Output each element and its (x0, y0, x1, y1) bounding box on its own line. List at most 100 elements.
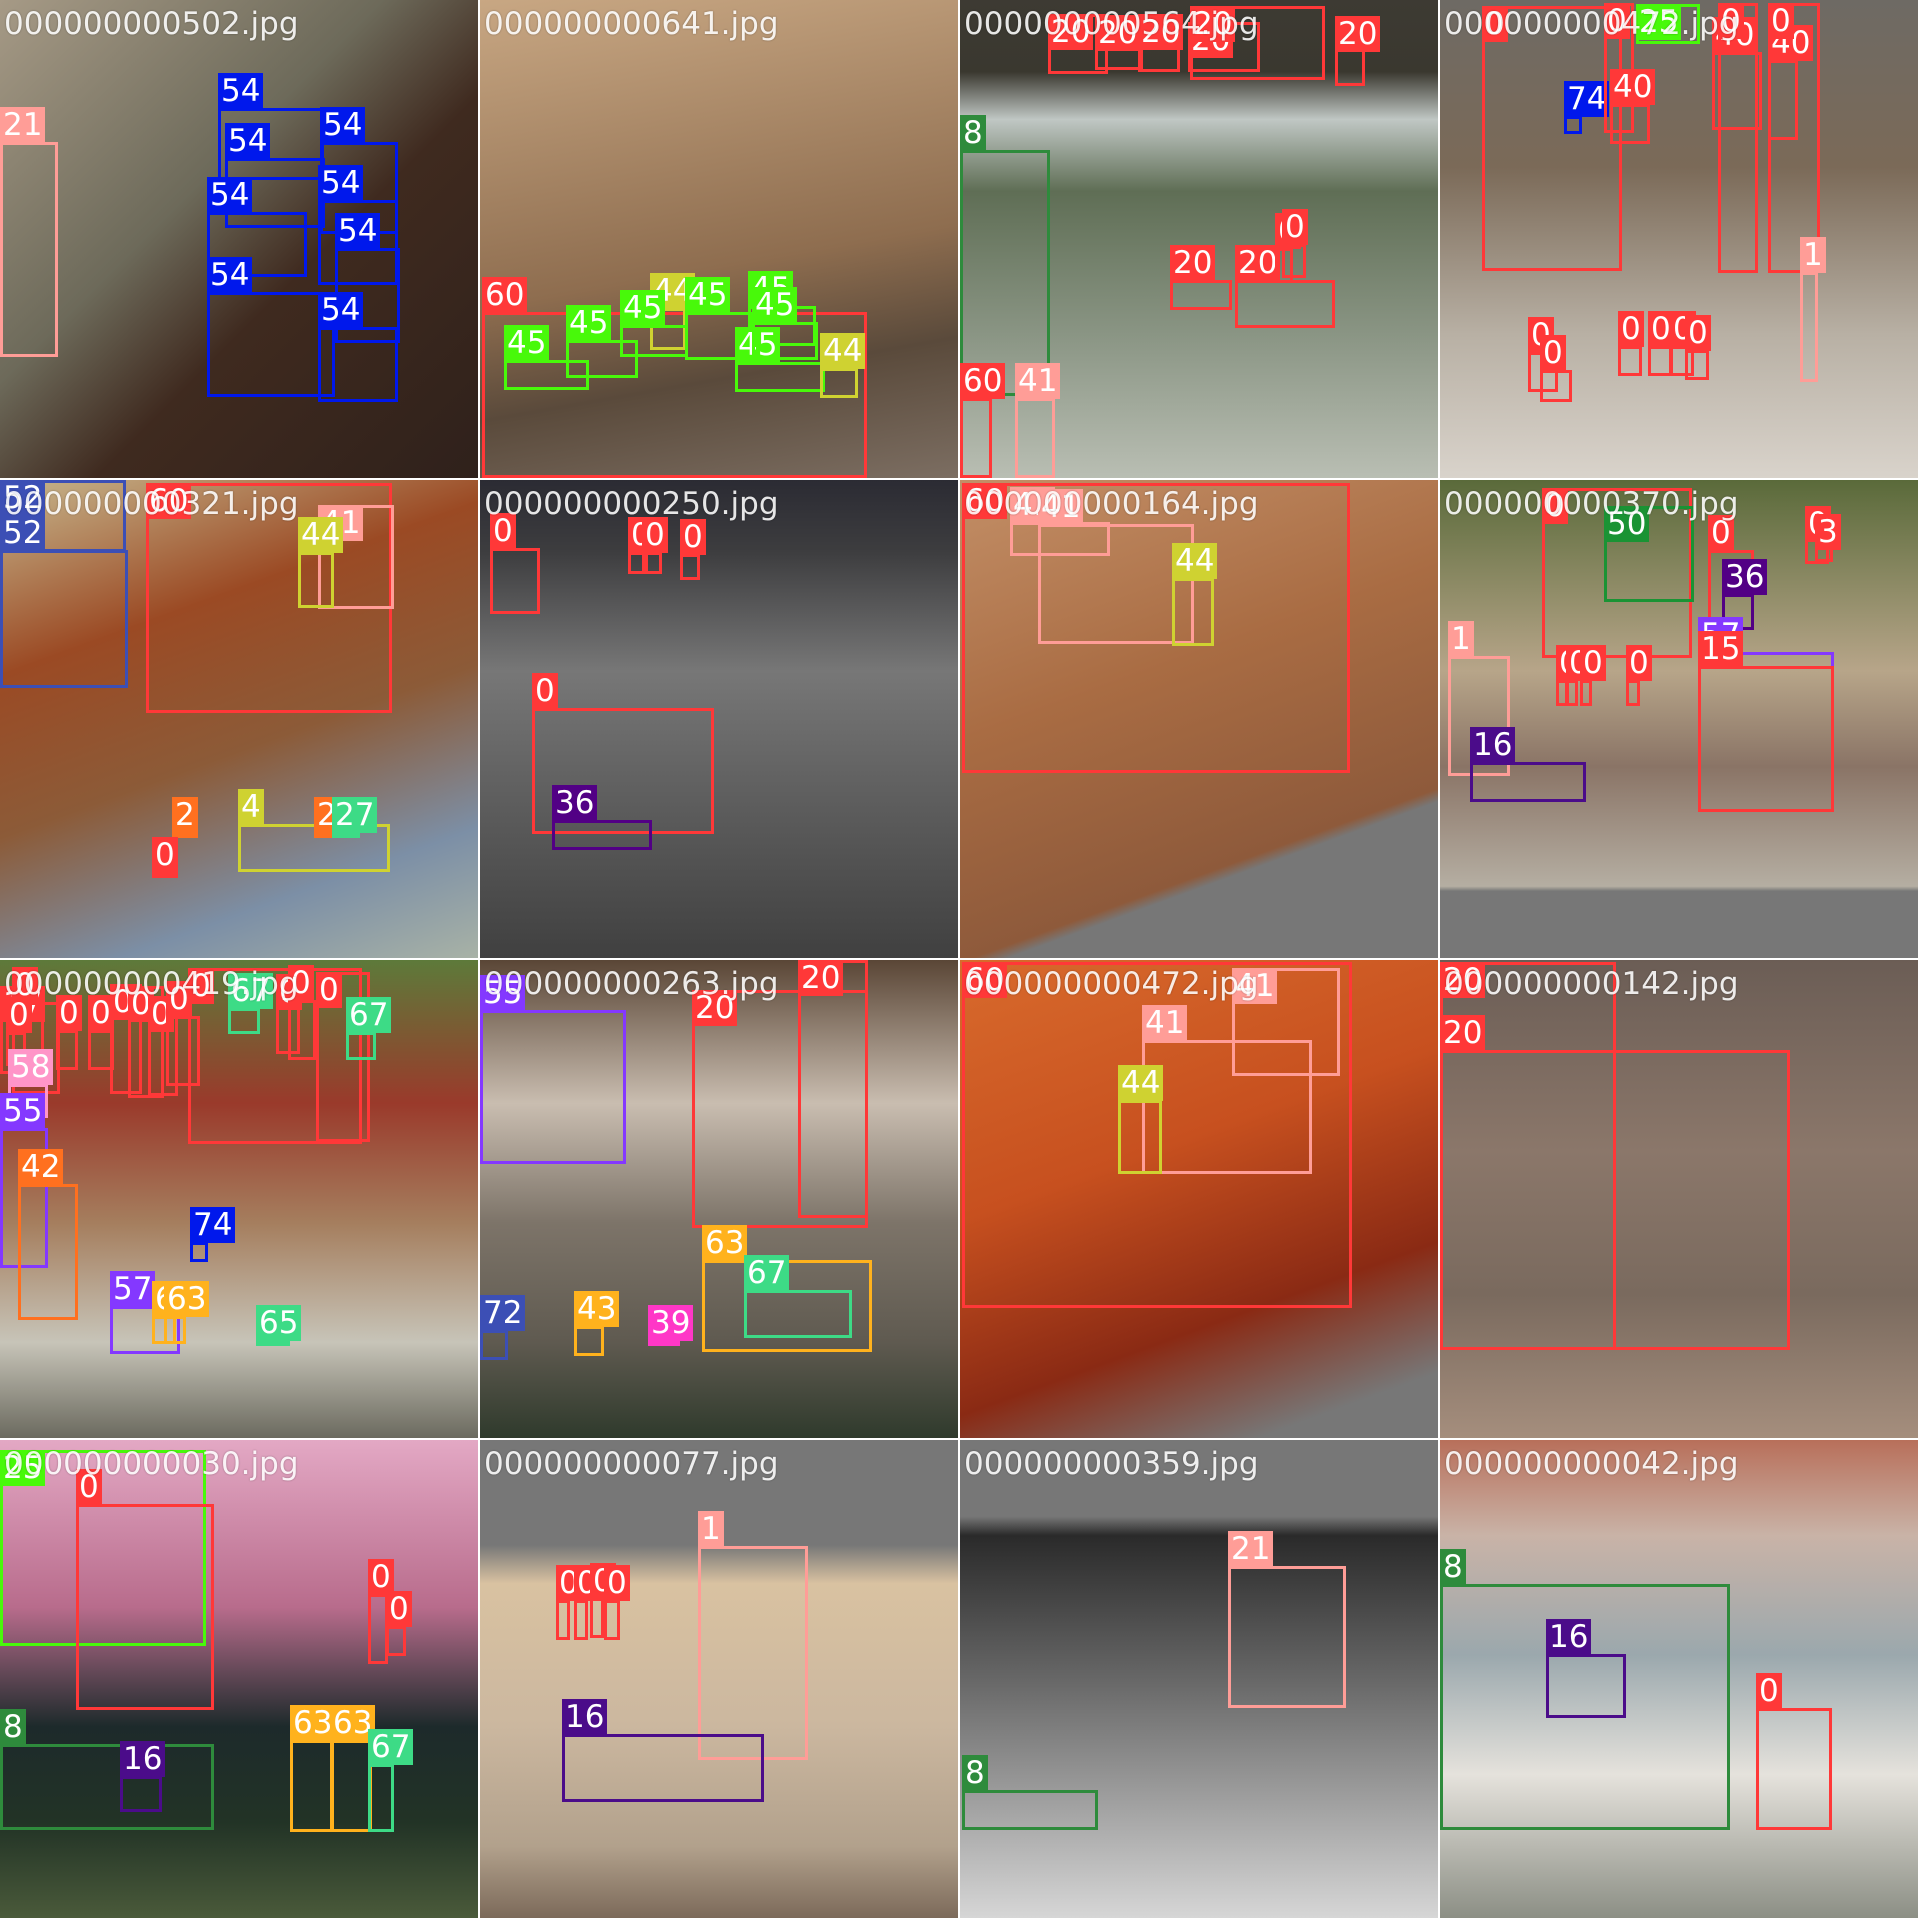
detection-label: 74 (190, 1207, 236, 1243)
detection-label: 67 (744, 1255, 790, 1291)
detection-box: 0 (1540, 335, 1572, 402)
detection-box: 63 (164, 1281, 210, 1344)
detection-box: 15 (1698, 631, 1834, 812)
tile-3: 000000000564.jpg 20202020202082020006041 (960, 0, 1438, 478)
detection-box: 0 (76, 1469, 214, 1710)
detection-label: 0 (1685, 315, 1711, 351)
detection-box: 0 (1685, 315, 1711, 380)
detection-label: 58 (8, 1049, 54, 1085)
detection-label: 1 (1448, 621, 1474, 657)
detection-label: 60 (146, 483, 192, 519)
detection-box: 8 (0, 1709, 214, 1830)
detection-box: 0 (1542, 488, 1692, 658)
detection-label: 36 (552, 785, 598, 821)
photo-8 (1440, 480, 1918, 958)
tile-15: 000000000359.jpg 21 8 (960, 1440, 1438, 1918)
detection-label: 55 (0, 1093, 46, 1129)
detection-label: 0 (1604, 3, 1630, 39)
detection-label: 60 (482, 277, 528, 313)
detection-box: 0 (188, 968, 362, 1144)
detection-box: 0 (1282, 209, 1308, 278)
detection-label: 54 (207, 257, 253, 293)
detection-label: 0 (1648, 311, 1674, 347)
detection-box: 54 (318, 165, 398, 285)
detection-box: 20 (1190, 6, 1325, 80)
detection-box: 39 (648, 1305, 694, 1346)
detection-label: 54 (225, 123, 271, 159)
detection-label: 45 (566, 305, 612, 341)
image-filename: 000000000502.jpg (4, 6, 299, 42)
detection-box: 60 (960, 363, 1006, 478)
detection-box: 45 (685, 277, 753, 360)
detection-box: 44 (1118, 1065, 1164, 1174)
tile-11: 000000000472.jpg 60 41 41 44 (960, 960, 1438, 1438)
detection-label: 2 (172, 797, 198, 833)
detection-label: 0 (188, 968, 214, 1004)
detection-label: 0 (56, 995, 82, 1031)
detection-label: 20 (1170, 245, 1216, 281)
tile-6: 000000000250.jpg 0 0 0 0 0 36 (480, 480, 958, 958)
detection-box: 16 (120, 1741, 166, 1812)
detection-box: 20 (1138, 14, 1184, 72)
detection-label: 45 (752, 287, 798, 323)
detection-label: 63 (330, 1705, 376, 1741)
detection-box: 45 (735, 327, 825, 392)
detection-label: 67 (346, 997, 392, 1033)
tile-4: 000000000472.jpg 025407440400001000000 (1440, 0, 1918, 478)
detection-label: 20 (692, 990, 738, 1026)
detection-box: 0 (532, 673, 714, 834)
detection-box: 52 (0, 515, 128, 688)
detection-label: 52 (0, 515, 46, 551)
detection-box: 44 (1172, 543, 1218, 646)
detection-box: 72 (480, 1295, 526, 1360)
detection-label: 1 (1800, 237, 1826, 273)
detection-box: 50 (1604, 506, 1694, 602)
detection-label: 41 (1142, 1005, 1188, 1041)
detection-box: 0 (1756, 1673, 1832, 1830)
detection-label: 57 (110, 1271, 156, 1307)
detection-box: 54 (207, 177, 307, 277)
detection-label: 39 (648, 1305, 694, 1341)
tile-7: 000000000164.jpg 60 41 41 44 (960, 480, 1438, 958)
tile-8: 000000000370.jpg 0500360357151000016 (1440, 480, 1918, 958)
detection-box: 52 (0, 480, 126, 552)
tile-10: 000000000263.jpg 55 20 20 63 67 72 43 39 (480, 960, 958, 1438)
detection-box: 36 (552, 785, 652, 850)
detection-box: 3 (1815, 514, 1841, 562)
image-filename: 000000000142.jpg (1444, 966, 1739, 1002)
detection-label: 41 (1232, 968, 1278, 1004)
detection-box: 0 (1718, 3, 1758, 273)
detection-box: 44 (298, 517, 344, 608)
detection-label: 52 (0, 480, 46, 516)
detection-box: 0 (1648, 311, 1674, 376)
photo-9 (0, 960, 478, 1438)
detection-box: 42 (18, 1149, 78, 1320)
detection-box: 0 (1580, 645, 1606, 706)
photo-12 (1440, 960, 1918, 1438)
detection-label: 36 (1722, 559, 1768, 595)
detection-box: 27 (332, 797, 378, 838)
detection-box: 1 (698, 1511, 808, 1760)
detection-box: 43 (574, 1291, 620, 1356)
detection-label: 25 (0, 1450, 46, 1486)
image-filename: 000000000263.jpg (484, 966, 779, 1002)
detection-label: 45 (620, 290, 666, 326)
image-filename: 000000000030.jpg (4, 1446, 299, 1482)
detection-box: 45 (752, 287, 818, 360)
detection-label: 0 (1482, 6, 1508, 42)
photo-16 (1440, 1440, 1918, 1918)
image-filename: 000000000164.jpg (964, 486, 1259, 522)
detection-label: 65 (256, 1305, 302, 1341)
tile-9: 000000000419.jpg 17000000000670006758554… (0, 960, 478, 1438)
detection-box: 0 (1566, 645, 1592, 706)
detection-label: 20 (1440, 962, 1486, 998)
image-filename: 000000000472.jpg (964, 966, 1259, 1002)
detection-box: 45 (566, 305, 638, 378)
detection-box: 0 (386, 1591, 412, 1656)
tile-12: 000000000142.jpg 20 20 (1440, 960, 1918, 1438)
detection-box: 1 (1800, 237, 1826, 382)
detection-box: 41 (1232, 968, 1340, 1076)
detection-label: 0 (6, 997, 32, 1033)
detection-label: 0 (680, 519, 706, 555)
detection-box: 21 (0, 107, 58, 357)
